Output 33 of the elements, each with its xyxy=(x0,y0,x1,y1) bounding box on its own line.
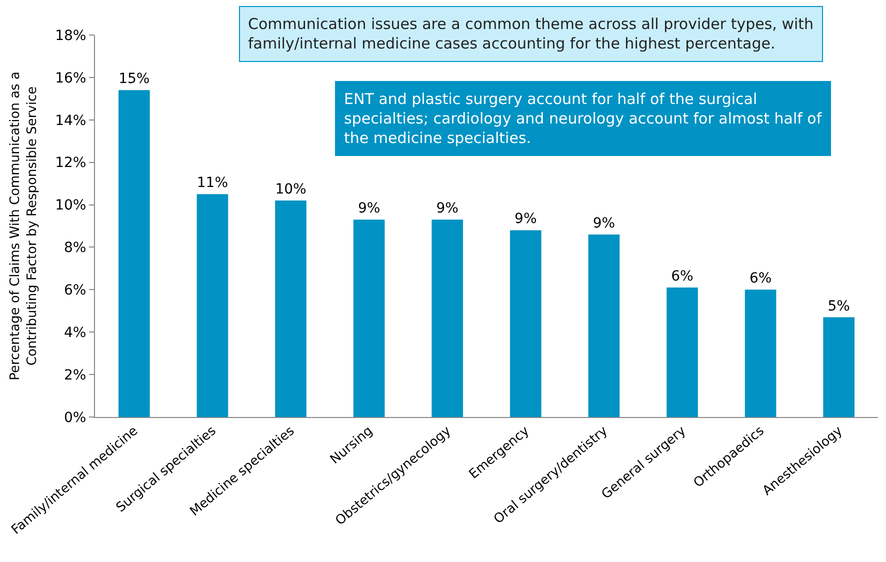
data-label: 9% xyxy=(514,211,537,228)
data-label: 9% xyxy=(358,200,380,217)
data-label: 6% xyxy=(749,270,772,287)
y-tick-label: 2% xyxy=(64,367,86,384)
y-tick-label: 18% xyxy=(55,28,86,44)
y-tick-label: 0% xyxy=(64,410,86,426)
annotation: Communication issues are a common theme across all provider types, with family/internal medicine cases accounting for the highest percentage. xyxy=(248,15,814,52)
data-label: 11% xyxy=(196,175,228,192)
bar xyxy=(510,230,542,417)
bar xyxy=(196,194,228,417)
y-axis-title: Percentage of Claims With Communication as a Contributing Factor by Responsible Service xyxy=(8,72,40,380)
y-tick-label: 8% xyxy=(64,240,86,256)
y-tick-label: 6% xyxy=(64,282,86,299)
data-label: 15% xyxy=(118,71,150,88)
bar xyxy=(353,220,385,417)
bar xyxy=(666,288,698,417)
bar xyxy=(118,90,150,417)
y-tick-label: 14% xyxy=(55,112,86,129)
data-label: 9% xyxy=(436,200,458,217)
bar xyxy=(275,200,306,417)
data-label: 5% xyxy=(828,298,850,314)
annotation: ENT and plastic surgery account for half of the surgical specialties; cardiology and neurology account for almost half of the medicine specialties. xyxy=(344,90,822,147)
data-label: 6% xyxy=(671,268,694,285)
y-tick-label: 16% xyxy=(55,70,86,86)
bar xyxy=(823,317,855,417)
bar xyxy=(432,220,464,417)
data-label: 10% xyxy=(275,182,306,198)
bar xyxy=(744,290,776,417)
bar xyxy=(588,234,620,417)
y-tick-label: 12% xyxy=(55,155,86,172)
y-tick-label: 4% xyxy=(64,325,86,342)
y-tick-label: 10% xyxy=(55,198,86,214)
data-label: 9% xyxy=(592,215,616,232)
